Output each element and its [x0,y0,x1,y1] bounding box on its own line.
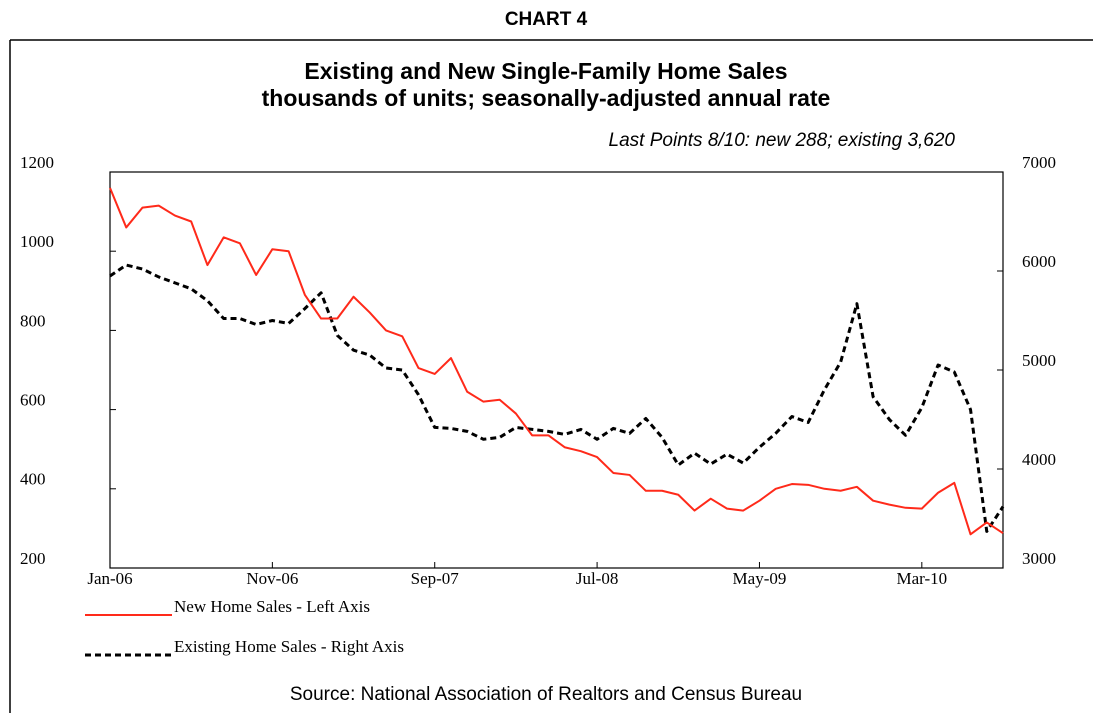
x-tick-label: Mar-10 [896,569,947,588]
series-line [109,263,1005,533]
x-tick-label: Nov-06 [246,569,298,588]
chart-title: Existing and New Single-Family Home Sale… [304,58,787,84]
y-tick-label: 800 [20,311,46,330]
x-tick-label: May-09 [733,569,787,588]
y-tick-label: 200 [20,549,46,568]
y2-tick-label: 6000 [1022,252,1056,271]
y2-tick-label: 3000 [1022,549,1056,568]
x-tick-label: Sep-07 [411,569,460,588]
y-tick-label: 400 [20,470,46,489]
y2-tick-label: 4000 [1022,450,1056,469]
chart-subtitle: thousands of units; seasonally-adjusted … [262,85,831,111]
legend-label: Existing Home Sales - Right Axis [174,637,404,656]
annotation: Last Points 8/10: new 288; existing 3,62… [609,130,956,151]
y2-tick-label: 7000 [1022,153,1056,172]
y2-tick-label: 5000 [1022,351,1056,370]
y-tick-label: 600 [20,391,46,410]
y-tick-label: 1000 [20,232,54,251]
legend-label: New Home Sales - Left Axis [174,597,370,616]
x-tick-label: Jul-08 [576,569,619,588]
plot-frame [109,171,1004,569]
chart-label: CHART 4 [505,9,588,30]
series-line [109,187,1004,536]
source: Source: National Association of Realtors… [290,684,802,705]
x-tick-label: Jan-06 [87,569,132,588]
y-tick-label: 1200 [20,153,54,172]
